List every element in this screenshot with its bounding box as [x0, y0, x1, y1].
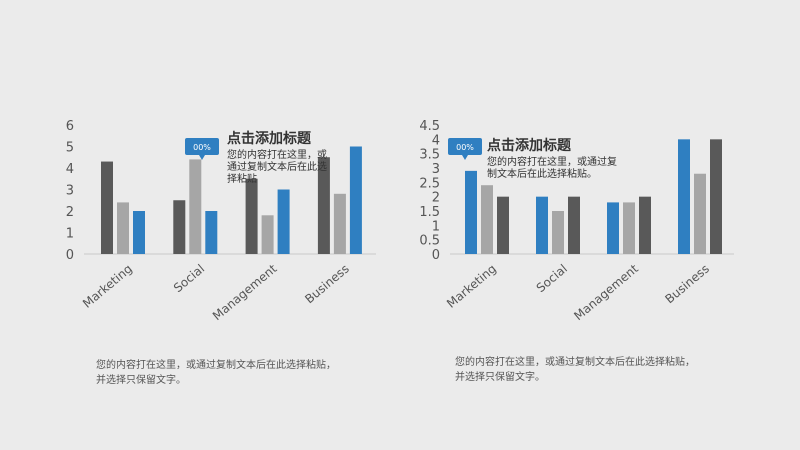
right-category-label: Management [571, 261, 641, 323]
right-bar [465, 170, 477, 254]
left-caption: 您的内容打在这里，或通过复制文本后在此选择粘贴， 并选择只保留文字。 [96, 358, 396, 388]
right-bar [694, 173, 706, 254]
left-y-tick: 0 [66, 248, 74, 263]
right-caption: 您的内容打在这里，或通过复制文本后在此选择粘贴， 并选择只保留文字。 [455, 355, 755, 385]
right-bar [607, 202, 619, 254]
right-bar [481, 185, 493, 254]
right-y-tick: 4.5 [419, 119, 440, 134]
left-caption-line: 并选择只保留文字。 [96, 375, 186, 386]
right-y-tick: 1.5 [419, 205, 440, 220]
left-bar [117, 202, 129, 254]
right-bar [497, 196, 509, 254]
left-bar [245, 178, 258, 254]
right-y-tick: 0.5 [419, 234, 440, 249]
left-y-tick: 3 [66, 184, 74, 199]
left-bar [317, 157, 330, 254]
left-badge-pointer [199, 155, 205, 160]
right-bar-chart: 00.511.522.533.544.5 Marketing Social Manag… [419, 119, 734, 323]
right-annotation-line: 您的内容打在这里，或通过复 [487, 155, 617, 168]
right-y-tick: 0 [432, 248, 440, 263]
right-badge-pointer [462, 155, 468, 160]
right-bar [568, 196, 580, 254]
right-bar [639, 196, 651, 254]
left-bar [277, 189, 290, 254]
left-y-tick: 2 [66, 205, 74, 220]
left-bar [173, 200, 186, 254]
left-category-label: Business [302, 262, 352, 307]
left-bar [349, 146, 362, 254]
left-bar [333, 193, 346, 254]
left-badge [185, 138, 219, 155]
left-bar [189, 159, 202, 254]
right-y-tick: 1 [432, 219, 440, 234]
left-bar [205, 211, 218, 254]
right-caption-line: 并选择只保留文字。 [455, 372, 545, 383]
left-y-tick: 4 [66, 162, 74, 177]
right-annotation-line: 制文本后在此选择粘贴。 [487, 167, 597, 180]
right-bar [710, 139, 722, 254]
right-y-tick: 4 [432, 133, 440, 148]
right-bar [536, 196, 548, 254]
left-annotation-title: 点击添加标题 [227, 130, 312, 147]
left-annotation-line: 择粘贴 [227, 172, 257, 185]
right-y-tick: 3.5 [419, 148, 440, 163]
left-category-label: Marketing [80, 262, 135, 311]
right-y-tick: 2.5 [419, 176, 440, 191]
right-annotation-title: 点击添加标题 [487, 137, 572, 154]
left-y-tick: 1 [66, 227, 74, 242]
right-bar [552, 211, 564, 254]
left-category-label: Social [171, 262, 207, 296]
right-category-label: Business [662, 262, 712, 307]
left-bar-chart: 0 1 2 3 4 5 6 Marketing Social Management Business… [66, 119, 376, 323]
left-bar [261, 215, 274, 254]
right-y-tick: 3 [432, 162, 440, 177]
left-annotation-line: 您的内容打在这里，或 [227, 148, 327, 161]
right-badge [448, 138, 482, 155]
right-bar [678, 139, 690, 254]
left-y-tick: 5 [66, 141, 74, 156]
right-category-label: Social [534, 262, 570, 296]
right-caption-line: 您的内容打在这里，或通过复制文本后在此选择粘贴， [455, 357, 695, 368]
left-badge-text: 00% [193, 143, 211, 152]
left-caption-line: 您的内容打在这里，或通过复制文本后在此选择粘贴， [96, 360, 336, 371]
left-y-tick: 6 [66, 119, 74, 134]
left-bar [101, 161, 113, 254]
right-y-tick: 2 [432, 191, 440, 206]
left-bar [133, 211, 145, 254]
right-badge-text: 00% [456, 143, 474, 152]
left-annotation-line: 通过复制文本后在此选 [227, 160, 327, 173]
right-bar [623, 202, 635, 254]
left-category-label: Management [210, 261, 280, 323]
right-category-label: Marketing [444, 262, 499, 311]
